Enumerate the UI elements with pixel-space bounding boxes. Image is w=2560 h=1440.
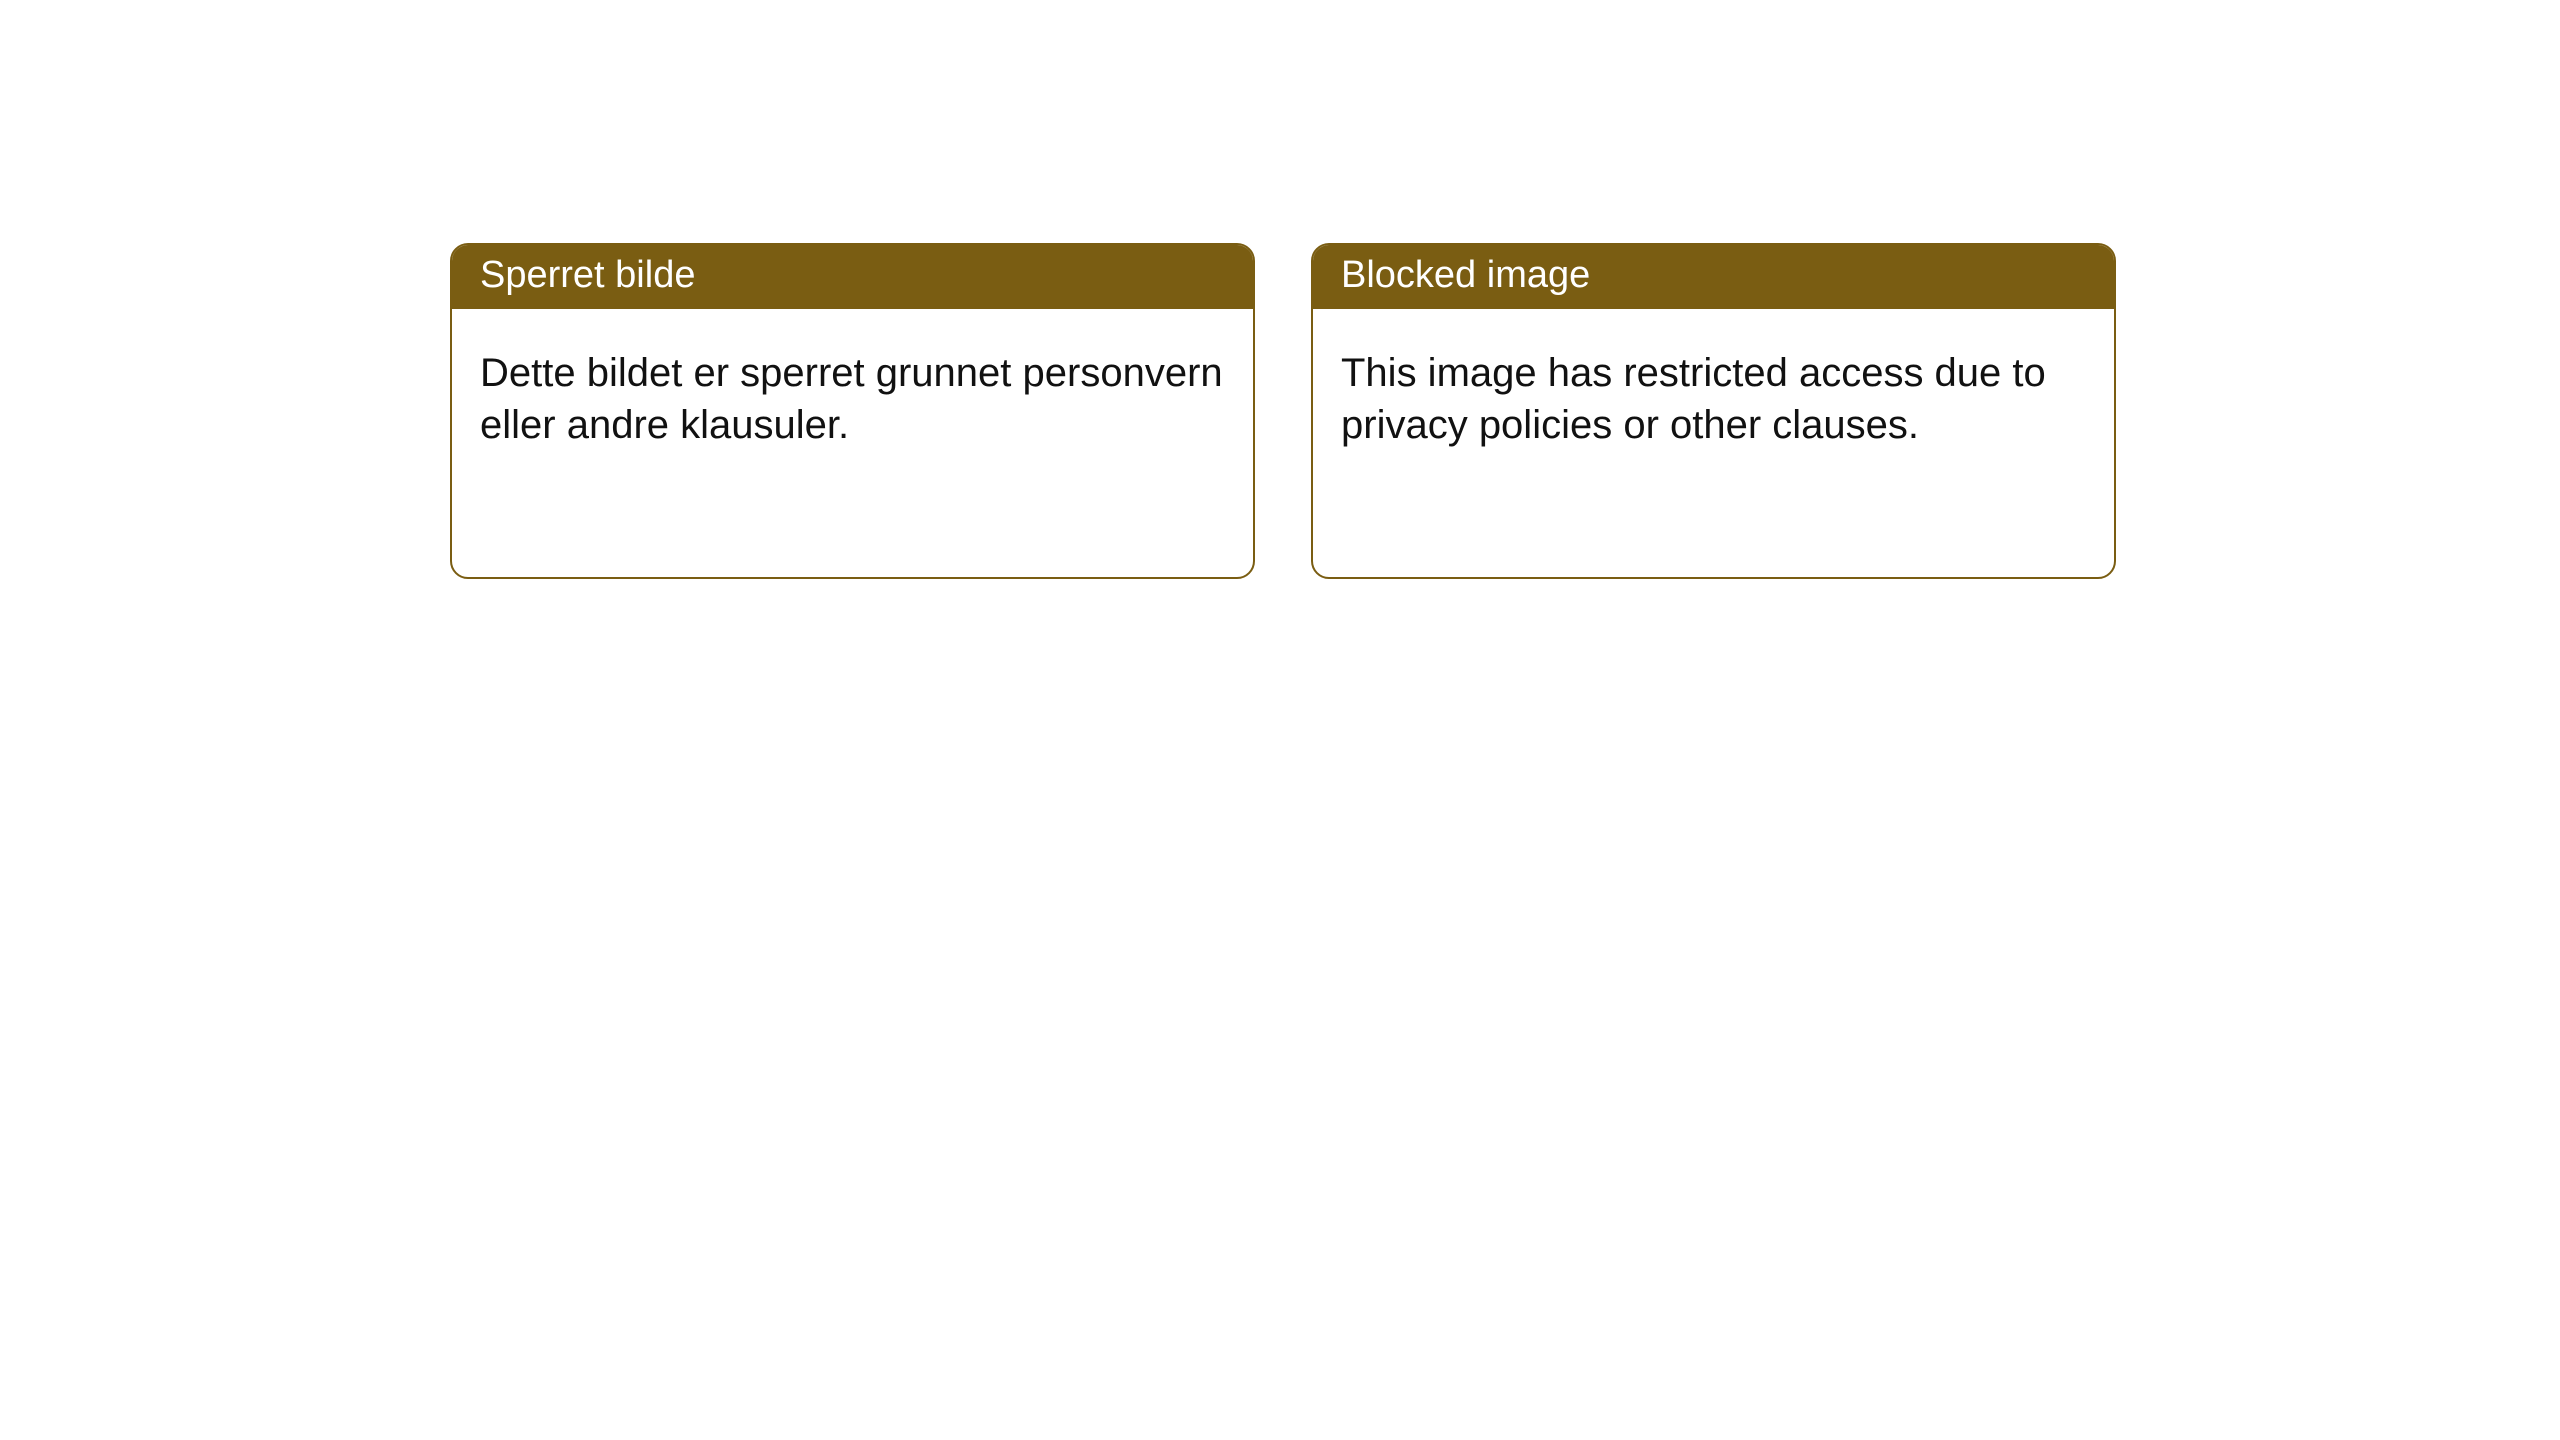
card-title-no: Sperret bilde: [452, 245, 1253, 309]
blocked-image-card-no: Sperret bilde Dette bildet er sperret gr…: [450, 243, 1255, 579]
notice-container: Sperret bilde Dette bildet er sperret gr…: [0, 0, 2560, 579]
card-body-no: Dette bildet er sperret grunnet personve…: [452, 309, 1253, 473]
blocked-image-card-en: Blocked image This image has restricted …: [1311, 243, 2116, 579]
card-body-en: This image has restricted access due to …: [1313, 309, 2114, 473]
card-title-en: Blocked image: [1313, 245, 2114, 309]
